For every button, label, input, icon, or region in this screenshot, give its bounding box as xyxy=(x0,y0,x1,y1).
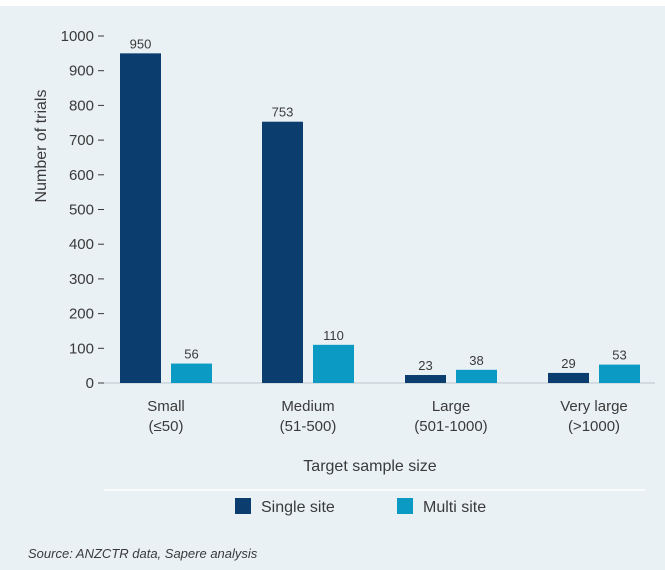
y-tick-label: 0 xyxy=(86,375,94,392)
y-tick-label: 800 xyxy=(69,97,94,114)
category-label: Large (501-1000) xyxy=(414,398,487,435)
legend-label: Single site xyxy=(261,499,335,516)
x-axis-title: Target sample size xyxy=(303,458,436,475)
data-label: 110 xyxy=(323,328,344,343)
y-tick-label: 900 xyxy=(69,63,94,80)
y-tick-label: 400 xyxy=(69,236,94,253)
y-tick-label: 200 xyxy=(69,306,94,323)
legend: Single site Multi site xyxy=(235,498,486,516)
y-axis-title: Number of trials xyxy=(33,90,50,203)
category-label: Very large (>1000) xyxy=(560,398,628,435)
bars: 950 753 23 29 56 110 38 53 xyxy=(120,36,640,384)
legend-swatch xyxy=(235,498,251,514)
category-label: Medium (51-500) xyxy=(280,398,337,435)
y-tick-label: 700 xyxy=(69,132,94,149)
category-label: Small (≤50) xyxy=(147,398,185,435)
data-label: 23 xyxy=(418,358,432,373)
bar-multi-site xyxy=(599,364,640,383)
legend-swatch xyxy=(397,498,413,514)
y-tick-label: 100 xyxy=(69,340,94,357)
y-tick-label: 300 xyxy=(69,271,94,288)
bar-chart: 0 100 200 300 400 500 600 700 800 900 1000 950 753 2… xyxy=(33,28,655,516)
data-label: 753 xyxy=(272,105,294,120)
bar-multi-site xyxy=(456,369,497,383)
chart-panel: 0 100 200 300 400 500 600 700 800 900 1000 950 753 2… xyxy=(0,6,665,570)
bar-multi-site xyxy=(171,363,212,383)
legend-label: Multi site xyxy=(423,499,486,516)
bar-multi-site xyxy=(313,344,354,383)
bar-single-site xyxy=(120,53,161,383)
data-label: 56 xyxy=(184,347,198,362)
bar-single-site xyxy=(548,372,589,383)
y-axis-ticks: 0 100 200 300 400 500 600 700 800 900 1000 xyxy=(61,28,104,392)
data-label: 38 xyxy=(469,353,483,368)
source-note: Source: ANZCTR data, Sapere analysis xyxy=(28,546,258,561)
data-label: 53 xyxy=(612,348,626,363)
data-label: 950 xyxy=(130,36,152,51)
bar-single-site xyxy=(262,121,303,384)
y-tick-label: 1000 xyxy=(61,28,94,45)
category-labels: Small (≤50) Medium (51-500) Large (501-1000) V… xyxy=(147,398,628,435)
y-tick-label: 600 xyxy=(69,167,94,184)
bar-single-site xyxy=(405,375,446,383)
y-tick-label: 500 xyxy=(69,202,94,219)
data-label: 29 xyxy=(561,356,575,371)
